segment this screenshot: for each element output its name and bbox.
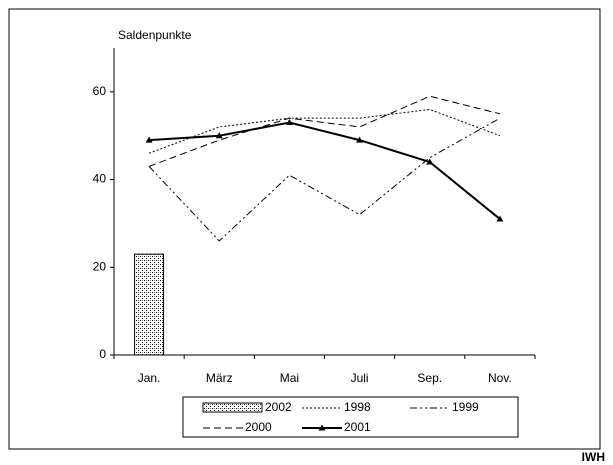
marker [496,215,504,222]
marker [426,158,434,165]
y-tick-label: 40 [93,172,107,186]
marker [215,132,223,139]
y-tick-label: 0 [99,347,106,361]
x-tick-label: Nov. [488,371,512,385]
marker [356,136,364,143]
legend-swatch [202,402,263,413]
line [149,121,501,220]
legend-label: 2001 [344,420,371,434]
x-tick-label: Jan. [138,371,161,385]
y-axis-label: Saldenpunkte [118,28,192,42]
legend-label: 2002 [265,400,292,414]
legend-label: 2000 [245,420,272,434]
legend-label: 1998 [344,400,371,414]
x-tick-label: Mai [280,371,299,385]
marker [285,119,293,126]
bar [134,253,165,356]
y-tick-label: 60 [93,84,107,98]
x-tick-label: Sep. [417,371,442,385]
marker [145,136,153,143]
line [148,117,501,242]
y-tick-label: 20 [93,259,107,273]
source: IWH [582,450,605,464]
legend-marker [318,424,326,431]
line [148,108,501,154]
x-tick-label: März [206,371,233,385]
frame [8,8,601,450]
legend-label: 1999 [452,400,479,414]
legend-box [182,396,519,438]
x-tick-label: Juli [351,371,369,385]
